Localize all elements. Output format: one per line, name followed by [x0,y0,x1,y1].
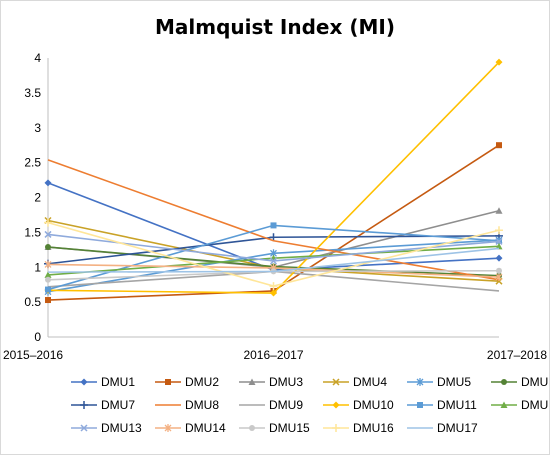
series-line-dmu8 [47,159,500,281]
legend-marker [248,378,256,385]
y-tick-label: 3.5 [24,86,41,100]
legend-item-dmu5: DMU5 [407,375,471,389]
legend-marker [332,378,340,386]
legend-item-dmu4: DMU4 [323,375,387,389]
series-dmu14 [44,260,503,282]
data-point-dmu15 [45,276,51,283]
legend-label: DMU14 [185,421,226,435]
legend-item-dmu7: DMU7 [71,398,135,412]
data-point-dmu12 [44,271,52,278]
legend-label: DMU10 [353,398,394,412]
data-point-dmu13 [44,230,52,238]
data-point-dmu10 [495,58,503,66]
y-tick-label: 2.5 [24,156,41,170]
y-tick-label: 3 [34,121,41,135]
legend-label: DMU11 [437,398,477,412]
data-point-dmu11 [45,286,51,293]
legend-item-dmu8: DMU8 [155,398,219,412]
y-tick-label: 0.5 [24,295,41,309]
legend-label: DMU7 [101,398,135,412]
legend-item-dmu11: DMU11 [407,398,477,412]
x-tick-label: 2017–2018 [487,348,547,362]
legend-label: DMU4 [353,375,387,389]
data-point-dmu10 [270,289,277,297]
y-tick-label: 1 [34,260,41,274]
chart-title: Malmquist Index (MI) [155,15,395,39]
legend-item-dmu6: DMU6 [491,375,549,389]
series-dmu8 [47,159,500,281]
y-tick-label: 1.5 [24,225,41,239]
data-point-dmu13 [269,257,278,265]
series-dmu17 [47,247,500,273]
legend-label: DMU15 [269,421,310,435]
legend-marker [332,401,340,409]
legend-item-dmu12: DMU12 [491,398,549,412]
y-tick-label: 4 [34,51,41,65]
legend-item-dmu10: DMU10 [323,398,394,412]
legend-marker [416,378,424,386]
data-point-dmu2 [45,297,51,304]
data-point-dmu1 [44,179,52,187]
legend-marker [500,401,508,408]
legend-item-dmu15: DMU15 [239,421,310,435]
series-line-dmu17 [47,247,500,273]
data-point-dmu14 [44,260,52,269]
data-point-dmu6 [45,244,51,251]
legend-marker [417,402,423,408]
legend-marker [80,378,88,386]
legend-item-dmu14: DMU14 [155,421,226,435]
legend-label: DMU3 [269,375,303,389]
legend-item-dmu9: DMU9 [239,398,303,412]
legend-label: DMU17 [437,421,478,435]
data-point-dmu14 [495,273,503,282]
legend-marker [249,425,255,431]
data-point-dmu13 [495,237,503,245]
legend-marker [164,424,172,432]
legend-item-dmu16: DMU16 [323,421,394,435]
x-tick-label: 2015–2016 [3,348,63,362]
legend-label: DMU8 [185,398,219,412]
legend-item-dmu2: DMU2 [155,375,219,389]
legend-item-dmu13: DMU13 [71,421,142,435]
legend-label: DMU5 [437,375,471,389]
data-point-dmu11 [270,222,277,229]
legend-marker [332,424,340,432]
data-point-dmu16 [269,282,278,291]
data-point-dmu12 [495,242,503,250]
legend-item-dmu1: DMU1 [71,375,135,389]
legend-label: DMU12 [521,398,549,412]
data-point-dmu15 [496,267,502,274]
legend-label: DMU16 [353,421,394,435]
data-point-dmu2 [496,142,502,149]
data-point-dmu16 [495,226,503,235]
x-tick-label: 2016–2017 [243,348,303,362]
legend-item-dmu17: DMU17 [407,421,478,435]
legend-marker [501,379,507,385]
legend-marker [80,424,88,432]
legend-marker [80,401,88,409]
data-point-dmu3 [495,207,503,214]
legend-label: DMU2 [185,375,219,389]
legend-label: DMU1 [101,375,135,389]
data-point-dmu1 [495,254,503,262]
legend-marker [165,379,171,385]
y-tick-label: 2 [34,191,41,205]
legend-label: DMU6 [521,375,549,389]
series-dmu16 [44,218,503,291]
legend-label: DMU9 [269,398,303,412]
y-tick-label: 0 [34,330,41,344]
legend-item-dmu3: DMU3 [239,375,303,389]
legend-label: DMU13 [101,421,142,435]
data-point-dmu16 [44,218,52,227]
